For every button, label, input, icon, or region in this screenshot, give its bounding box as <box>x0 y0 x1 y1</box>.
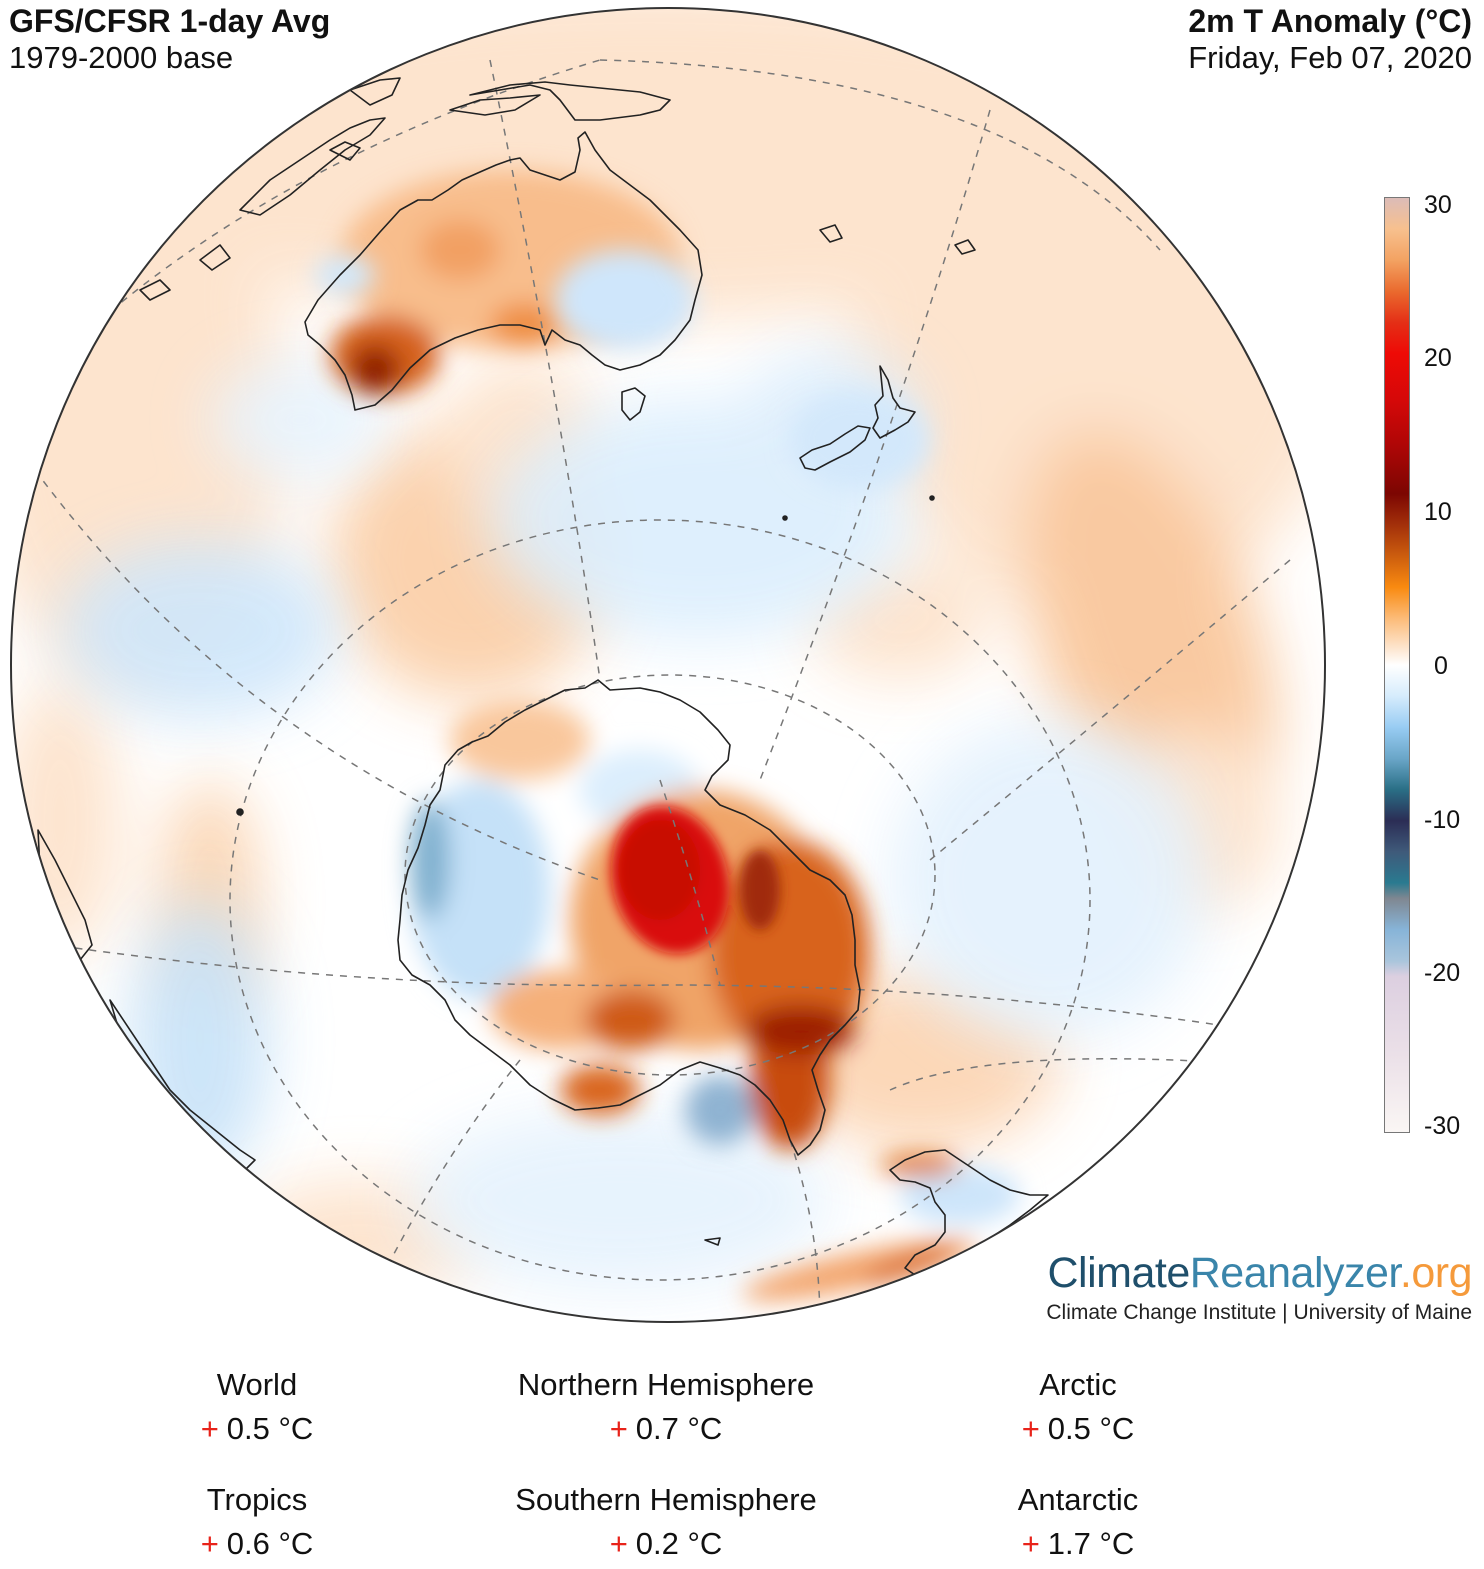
stat-number: 0.5 °C <box>226 1411 314 1446</box>
anomaly-field <box>11 8 1325 1322</box>
colorbar-tick: -20 <box>1424 959 1461 987</box>
date-label: Friday, Feb 07, 2020 <box>1188 40 1472 75</box>
variable-title: 2m T Anomaly (°C) <box>1188 3 1472 39</box>
colorbar-tick: 10 <box>1424 498 1452 526</box>
plus-sign-icon: + <box>200 1411 219 1446</box>
plus-sign-icon: + <box>609 1411 628 1446</box>
plus-sign-icon: + <box>1021 1411 1040 1446</box>
stat-antarctic: Antarctic +1.7 °C <box>878 1481 1278 1563</box>
stat-value: +0.7 °C <box>466 1410 866 1448</box>
colorbar <box>1384 197 1410 1133</box>
graticule-lines <box>19 59 1321 1322</box>
baseline-label: 1979-2000 base <box>9 40 234 75</box>
tasmania-outline <box>621 387 646 421</box>
plus-sign-icon: + <box>609 1526 628 1561</box>
colorbar-tick: 0 <box>1434 652 1448 680</box>
model-title: GFS/CFSR 1-day Avg <box>9 3 331 39</box>
brand-part-climate: Climate <box>1047 1249 1190 1297</box>
stat-number: 0.6 °C <box>226 1526 314 1561</box>
australia-outline <box>304 131 703 411</box>
brand-part-org: .org <box>1399 1249 1473 1297</box>
stat-tropics: Tropics +0.6 °C <box>57 1481 457 1563</box>
brand-logo-text: ClimateReanalyzer.org <box>1046 1248 1472 1298</box>
brand-part-reanalyzer: Reanalyzer <box>1189 1249 1401 1297</box>
new-zealand-south-outline <box>799 425 871 471</box>
plus-sign-icon: + <box>1021 1526 1040 1561</box>
colorbar-tick: 20 <box>1424 344 1452 372</box>
antarctica-outline <box>397 679 861 1156</box>
branding: ClimateReanalyzer.org Climate Change Ins… <box>1046 1248 1472 1327</box>
stat-label: Arctic <box>1039 1367 1117 1402</box>
stat-world: World +0.5 °C <box>57 1366 457 1448</box>
stat-southern-hemisphere: Southern Hemisphere +0.2 °C <box>466 1481 866 1563</box>
stat-northern-hemisphere: Northern Hemisphere +0.7 °C <box>466 1366 866 1448</box>
southeast-asia-outline <box>239 117 386 216</box>
stat-label: Tropics <box>206 1482 308 1517</box>
stat-label: Northern Hemisphere <box>517 1367 815 1402</box>
stat-arctic: Arctic +0.5 °C <box>878 1366 1278 1448</box>
globe-map <box>10 7 1326 1323</box>
new-zealand-north-outline <box>872 365 916 439</box>
stat-value: +0.2 °C <box>466 1525 866 1563</box>
header-left: GFS/CFSR 1-day Avg 1979-2000 base <box>9 2 330 77</box>
stat-number: 1.7 °C <box>1047 1526 1135 1561</box>
colorbar-tick: -10 <box>1424 806 1461 834</box>
stat-value: +0.5 °C <box>878 1410 1278 1448</box>
colorbar-tick: -30 <box>1424 1112 1461 1140</box>
header-right: 2m T Anomaly (°C) Friday, Feb 07, 2020 <box>1188 2 1472 77</box>
plus-sign-icon: + <box>200 1526 219 1561</box>
brand-subtitle: Climate Change Institute | University of… <box>1046 1301 1472 1324</box>
stat-number: 0.2 °C <box>635 1526 723 1561</box>
stat-number: 0.7 °C <box>635 1411 723 1446</box>
globe-outline <box>10 7 1326 1323</box>
stat-number: 0.5 °C <box>1047 1411 1135 1446</box>
stat-value: +1.7 °C <box>878 1525 1278 1563</box>
stat-label: Antarctic <box>1017 1482 1139 1517</box>
stat-label: Southern Hemisphere <box>515 1482 817 1517</box>
stat-label: World <box>216 1367 298 1402</box>
stat-value: +0.5 °C <box>57 1410 457 1448</box>
stat-value: +0.6 °C <box>57 1525 457 1563</box>
colorbar-tick: 30 <box>1424 191 1452 219</box>
